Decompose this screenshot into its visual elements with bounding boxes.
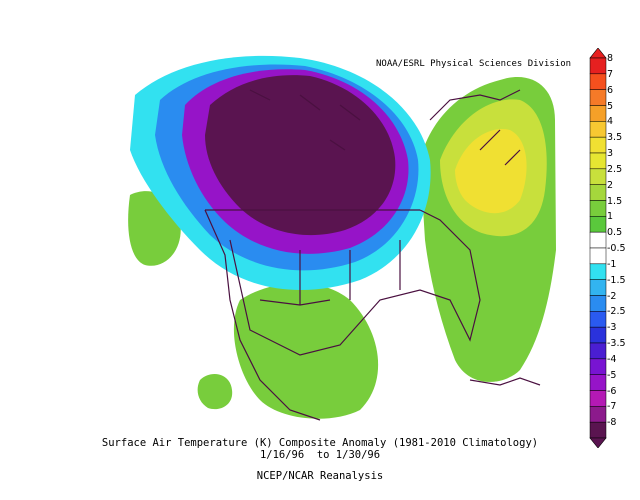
colorbar-swatch: [589, 168, 607, 185]
colorbar-tick-label: -3: [607, 322, 617, 334]
colorbar-swatch: [589, 231, 607, 249]
colorbar-swatch: [589, 421, 607, 439]
colorbar-swatch: [589, 326, 607, 344]
colorbar-swatch: [589, 184, 607, 201]
caption-line-1: Surface Air Temperature (K) Composite An…: [101, 437, 539, 449]
colorbar-tick-label: -5: [607, 369, 617, 381]
colorbar-tick-label: 3: [607, 148, 614, 159]
colorbar-tick-label: -3.5: [607, 338, 626, 349]
anomaly-field-very-cold: [205, 75, 396, 236]
colorbar-swatch: [589, 152, 607, 170]
colorbar-arrow-bottom: [589, 437, 607, 448]
anomaly-field-warm-sw: [197, 374, 233, 410]
colorbar-swatch: [589, 358, 607, 375]
anomaly-field-hot-core: [455, 129, 527, 214]
caption-line-3: NCEP/NCAR Reanalysis: [256, 470, 384, 482]
colorbar-tick-label: 8: [607, 53, 614, 64]
colorbar-swatch: [589, 200, 607, 217]
colorbar-tick-label: -7: [607, 401, 617, 413]
colorbar-swatch: [589, 57, 607, 75]
caption-line-2: 1/16/96 to 1/30/96: [259, 449, 381, 461]
colorbar-swatch: [589, 374, 607, 391]
colorbar-swatch: [589, 279, 607, 296]
colorbar-swatch: [589, 247, 607, 265]
colorbar-tick-label: 6: [607, 84, 614, 96]
colorbar-swatch: [589, 89, 607, 106]
colorbar-tick-label: -2.5: [607, 306, 626, 318]
colorbar-tick-label: -4: [607, 353, 617, 365]
colorbar-tick-label: -8: [607, 417, 617, 429]
colorbar-tick-label: 7: [607, 68, 614, 80]
colorbar-swatch: [589, 136, 607, 154]
colorbar-tick-label: 1.5: [607, 195, 623, 207]
colorbar-tick-label: 1: [607, 211, 614, 223]
colorbar-swatch: [589, 295, 607, 312]
colorbar-swatch: [589, 263, 607, 280]
colorbar-tick-label: -2: [607, 290, 617, 302]
country-borders: [204, 89, 541, 421]
colorbar-swatch: [589, 390, 607, 407]
colorbar-tick-label: 0.5: [607, 227, 623, 239]
anomaly-field-warm-south: [233, 283, 379, 419]
colorbar-tick-label: -6: [607, 385, 617, 397]
colorbar-tick-label: -1.5: [607, 274, 626, 286]
colorbar-tick-label: 2: [607, 179, 614, 191]
colorbar-tick-label: -0.5: [607, 243, 626, 254]
colorbar: [589, 48, 607, 448]
colorbar-swatch: [589, 216, 607, 233]
colorbar-swatch: [589, 311, 607, 328]
colorbar-swatch: [589, 342, 607, 360]
colorbar-swatch: [589, 73, 607, 90]
colorbar-tick-label: 3.5: [607, 132, 623, 144]
colorbar-arrow-top: [589, 48, 607, 59]
colorbar-swatch: [589, 105, 607, 122]
colorbar-swatch: [589, 406, 607, 423]
colorbar-tick-label: -1: [607, 258, 617, 270]
credit-text: NOAA/ESRL Physical Sciences Division: [376, 59, 572, 69]
colorbar-tick-label: 2.5: [607, 163, 623, 175]
colorbar-swatch: [589, 121, 607, 138]
colorbar-tick-label: 5: [607, 100, 614, 112]
colorbar-tick-label: 4: [607, 116, 614, 128]
